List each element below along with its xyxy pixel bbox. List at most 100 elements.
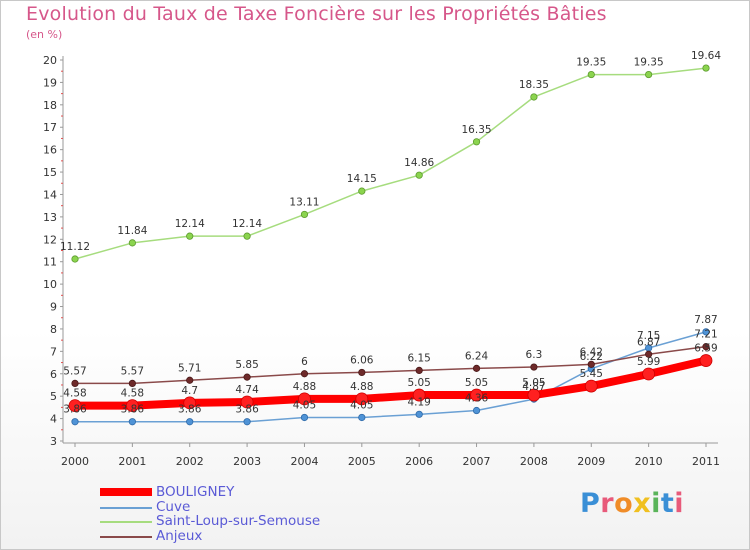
y-tick-label: 7 (50, 345, 57, 358)
y-tick-label: 19 (43, 76, 57, 89)
series-line-bouligney (71, 356, 710, 410)
data-point-anjeux (71, 379, 79, 388)
data-label-saint-loup-sur-semouse: 19.35 (634, 57, 664, 69)
data-point-anjeux (415, 366, 423, 375)
data-label-anjeux: 5.57 (63, 365, 86, 377)
data-point-bouligney (699, 354, 713, 367)
data-point-anjeux (530, 363, 538, 371)
legend-label-cuve: Cuve (156, 498, 191, 515)
y-tick-label: 16 (43, 144, 57, 157)
data-point-cuve (128, 418, 136, 426)
y-tick-label: 9 (50, 301, 57, 314)
data-label-saint-loup-sur-semouse: 16.35 (462, 124, 492, 136)
data-point-bouligney (240, 395, 254, 409)
legend-label-saint-loup: Saint-Loup-sur-Semouse (156, 513, 321, 529)
y-tick-label: 5 (50, 390, 57, 403)
data-point-anjeux (645, 350, 653, 358)
data-point-anjeux (587, 360, 595, 368)
data-point-bouligney (125, 399, 139, 412)
unit-label: (en %) (26, 28, 63, 41)
data-label-saint-loup-sur-semouse: 19.35 (576, 57, 606, 69)
data-point-anjeux (300, 370, 309, 378)
legend-swatch-bouligney (100, 488, 152, 496)
legend-label-anjeux: Anjeux (156, 527, 203, 544)
data-label-anjeux: 5.85 (235, 359, 258, 371)
data-point-cuve (702, 328, 710, 336)
data-label-saint-loup-sur-semouse: 18.35 (519, 79, 549, 91)
data-label-anjeux: 6 (301, 356, 308, 368)
data-point-bouligney (412, 388, 426, 402)
data-point-saint-loup-sur-semouse (415, 171, 423, 179)
x-tick-label: 2002 (176, 455, 204, 468)
y-tick-label: 15 (43, 166, 57, 179)
data-label-cuve: 4.19 (407, 396, 430, 408)
data-point-anjeux (472, 364, 481, 372)
data-label-bouligney: 5.05 (407, 377, 430, 389)
y-tick-label: 17 (43, 121, 57, 134)
data-label-bouligney: 4.58 (121, 388, 144, 400)
x-tick-label: 2005 (348, 455, 376, 468)
data-label-anjeux: 6.87 (637, 336, 660, 348)
y-tick-label: 11 (43, 256, 57, 269)
data-point-cuve (186, 418, 194, 426)
data-point-bouligney (527, 388, 541, 402)
y-tick-label: 13 (43, 211, 57, 224)
x-tick-label: 2011 (692, 455, 720, 468)
data-point-saint-loup-sur-semouse (186, 232, 194, 240)
x-tick-label: 2001 (118, 455, 146, 468)
data-point-anjeux (128, 379, 136, 388)
data-label-bouligney: 5.45 (580, 368, 603, 380)
x-tick-label: 2000 (61, 455, 89, 468)
data-label-bouligney: 4.58 (63, 388, 86, 400)
data-point-saint-loup-sur-semouse (300, 210, 309, 219)
data-point-saint-loup-sur-semouse (128, 239, 136, 247)
data-label-bouligney: 4.7 (181, 385, 198, 397)
data-point-cuve (472, 406, 481, 415)
data-point-bouligney (298, 392, 311, 406)
data-label-saint-loup-sur-semouse: 19.64 (691, 50, 721, 62)
data-point-cuve (243, 418, 251, 426)
series-line-cuve (74, 331, 707, 423)
data-point-cuve (300, 413, 309, 422)
data-point-saint-loup-sur-semouse (71, 255, 79, 263)
data-label-cuve: 7.15 (637, 330, 660, 342)
data-point-saint-loup-sur-semouse (587, 70, 595, 79)
data-label-cuve: 4.05 (350, 399, 373, 411)
data-label-saint-loup-sur-semouse: 11.12 (60, 241, 90, 253)
y-tick-label: 8 (50, 323, 57, 336)
data-point-cuve (415, 410, 423, 418)
data-label-bouligney: 5.05 (522, 377, 545, 389)
data-point-bouligney (183, 396, 197, 410)
data-label-bouligney: 5.99 (637, 356, 660, 368)
data-point-saint-loup-sur-semouse (358, 187, 366, 195)
data-point-saint-loup-sur-semouse (645, 70, 653, 79)
data-label-cuve: 3.86 (121, 404, 145, 416)
y-tick-label: 20 (43, 54, 57, 67)
legend-label-bouligney: BOULIGNEY (156, 484, 235, 500)
x-tick-label: 2003 (233, 455, 261, 468)
data-label-bouligney: 4.88 (293, 381, 316, 393)
data-label-anjeux: 6.06 (350, 354, 374, 366)
data-label-cuve: 4.36 (465, 393, 489, 405)
y-tick-label: 12 (43, 233, 57, 246)
data-point-saint-loup-sur-semouse (702, 64, 710, 72)
data-point-saint-loup-sur-semouse (530, 93, 538, 101)
data-label-cuve: 3.86 (63, 404, 87, 416)
y-tick-label: 10 (43, 278, 57, 291)
chart-title: Evolution du Taux de Taxe Foncière sur l… (26, 3, 607, 25)
data-label-saint-loup-sur-semouse: 11.84 (117, 225, 147, 237)
y-tick-label: 14 (43, 188, 57, 201)
legend-swatch-cuve (100, 506, 152, 509)
data-label-anjeux: 6.24 (465, 350, 489, 362)
data-point-saint-loup-sur-semouse (243, 232, 251, 240)
data-label-saint-loup-sur-semouse: 14.86 (404, 157, 434, 169)
data-point-bouligney (584, 379, 598, 393)
data-point-anjeux (358, 368, 366, 377)
y-tick-label: 6 (50, 368, 57, 381)
data-label-anjeux: 6.3 (526, 349, 543, 361)
data-label-saint-loup-sur-semouse: 13.11 (289, 196, 319, 208)
data-label-anjeux: 7.21 (694, 329, 717, 341)
data-label-cuve: 3.86 (178, 404, 202, 416)
